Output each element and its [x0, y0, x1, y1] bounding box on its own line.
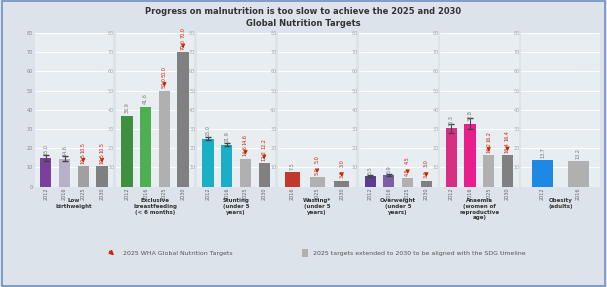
Text: 14.6: 14.6 [62, 145, 67, 156]
Text: 7.5: 7.5 [290, 162, 295, 170]
Bar [310, 177, 325, 187]
Text: 5.0: 5.0 [314, 155, 320, 163]
Text: 10.5: 10.5 [100, 142, 104, 153]
Bar [502, 155, 513, 187]
Bar [383, 175, 395, 187]
Bar [334, 181, 349, 187]
Text: 5.0: 5.0 [314, 167, 320, 175]
Bar [140, 107, 151, 187]
Text: 10.5: 10.5 [81, 153, 86, 164]
Text: Global Nutrition Targets: Global Nutrition Targets [246, 19, 361, 28]
Text: 5.9: 5.9 [387, 165, 392, 173]
Text: 70.0: 70.0 [181, 28, 186, 38]
Bar [446, 128, 457, 187]
Bar [464, 124, 475, 187]
Bar [302, 249, 308, 257]
Text: Progress on malnutrition is too slow to achieve the 2025 and 2030: Progress on malnutrition is too slow to … [146, 7, 461, 16]
Text: 2025 targets extended to 2030 to be aligned with the SDG timeline: 2025 targets extended to 2030 to be alig… [313, 251, 525, 257]
Text: 13.2: 13.2 [576, 148, 581, 159]
Bar [365, 176, 376, 187]
Text: Wasting*
(under 5
years): Wasting* (under 5 years) [303, 198, 331, 215]
Bar [483, 156, 494, 187]
Bar [97, 166, 107, 187]
Text: 36.9: 36.9 [124, 103, 129, 113]
Bar [402, 178, 413, 187]
Bar [40, 158, 52, 187]
Text: Exclusive
breastfeeding
(< 6 months): Exclusive breastfeeding (< 6 months) [133, 198, 177, 215]
Text: 14.6: 14.6 [243, 134, 248, 145]
Text: Stunting
(under 5
years): Stunting (under 5 years) [223, 198, 249, 215]
Bar [240, 158, 251, 187]
Bar [59, 158, 70, 187]
Text: 21.9: 21.9 [224, 131, 229, 142]
Bar [532, 160, 553, 187]
Text: 50.0: 50.0 [162, 66, 167, 77]
Text: 4.5: 4.5 [405, 156, 410, 164]
Text: 3.0: 3.0 [339, 159, 344, 167]
Text: 30.3: 30.3 [449, 115, 453, 126]
Bar [421, 181, 432, 187]
Bar [202, 139, 214, 187]
Text: 14.6: 14.6 [243, 145, 248, 156]
Text: 16.2: 16.2 [486, 142, 491, 153]
Text: 70.0: 70.0 [181, 39, 186, 50]
Text: 10.5: 10.5 [100, 153, 104, 164]
Text: 16.4: 16.4 [505, 130, 510, 141]
Text: 3.0: 3.0 [339, 171, 344, 179]
Bar [285, 172, 300, 187]
Text: Obesity
(adults): Obesity (adults) [548, 198, 572, 209]
Text: 25.0: 25.0 [206, 125, 211, 136]
Bar [568, 161, 589, 187]
Text: Low
birthweight: Low birthweight [56, 198, 92, 209]
Bar [177, 52, 189, 187]
Text: 12.2: 12.2 [262, 150, 266, 161]
Bar [121, 116, 132, 187]
Text: Anaemia
(women of
reproductive
age): Anaemia (women of reproductive age) [459, 198, 500, 220]
Bar [159, 91, 170, 187]
Text: 4.5: 4.5 [405, 168, 410, 176]
Text: 16.4: 16.4 [505, 142, 510, 153]
Bar [221, 145, 232, 187]
Text: 10.5: 10.5 [81, 142, 86, 153]
Text: 13.7: 13.7 [540, 147, 545, 158]
Text: 2025 WHA Global Nutrition Targets: 2025 WHA Global Nutrition Targets [123, 251, 233, 257]
Text: 41.6: 41.6 [143, 94, 148, 104]
Text: 12.2: 12.2 [262, 138, 266, 149]
Text: 3.0: 3.0 [424, 171, 429, 179]
Text: 5.5: 5.5 [368, 166, 373, 174]
Text: Overweight
(under 5
years): Overweight (under 5 years) [380, 198, 416, 215]
Text: 32.8: 32.8 [467, 110, 472, 121]
Text: 50.0: 50.0 [162, 77, 167, 88]
Text: 3.0: 3.0 [424, 159, 429, 167]
Text: 15.0: 15.0 [43, 145, 49, 156]
Bar [78, 166, 89, 187]
Text: 16.2: 16.2 [486, 131, 491, 142]
Bar [259, 163, 270, 187]
